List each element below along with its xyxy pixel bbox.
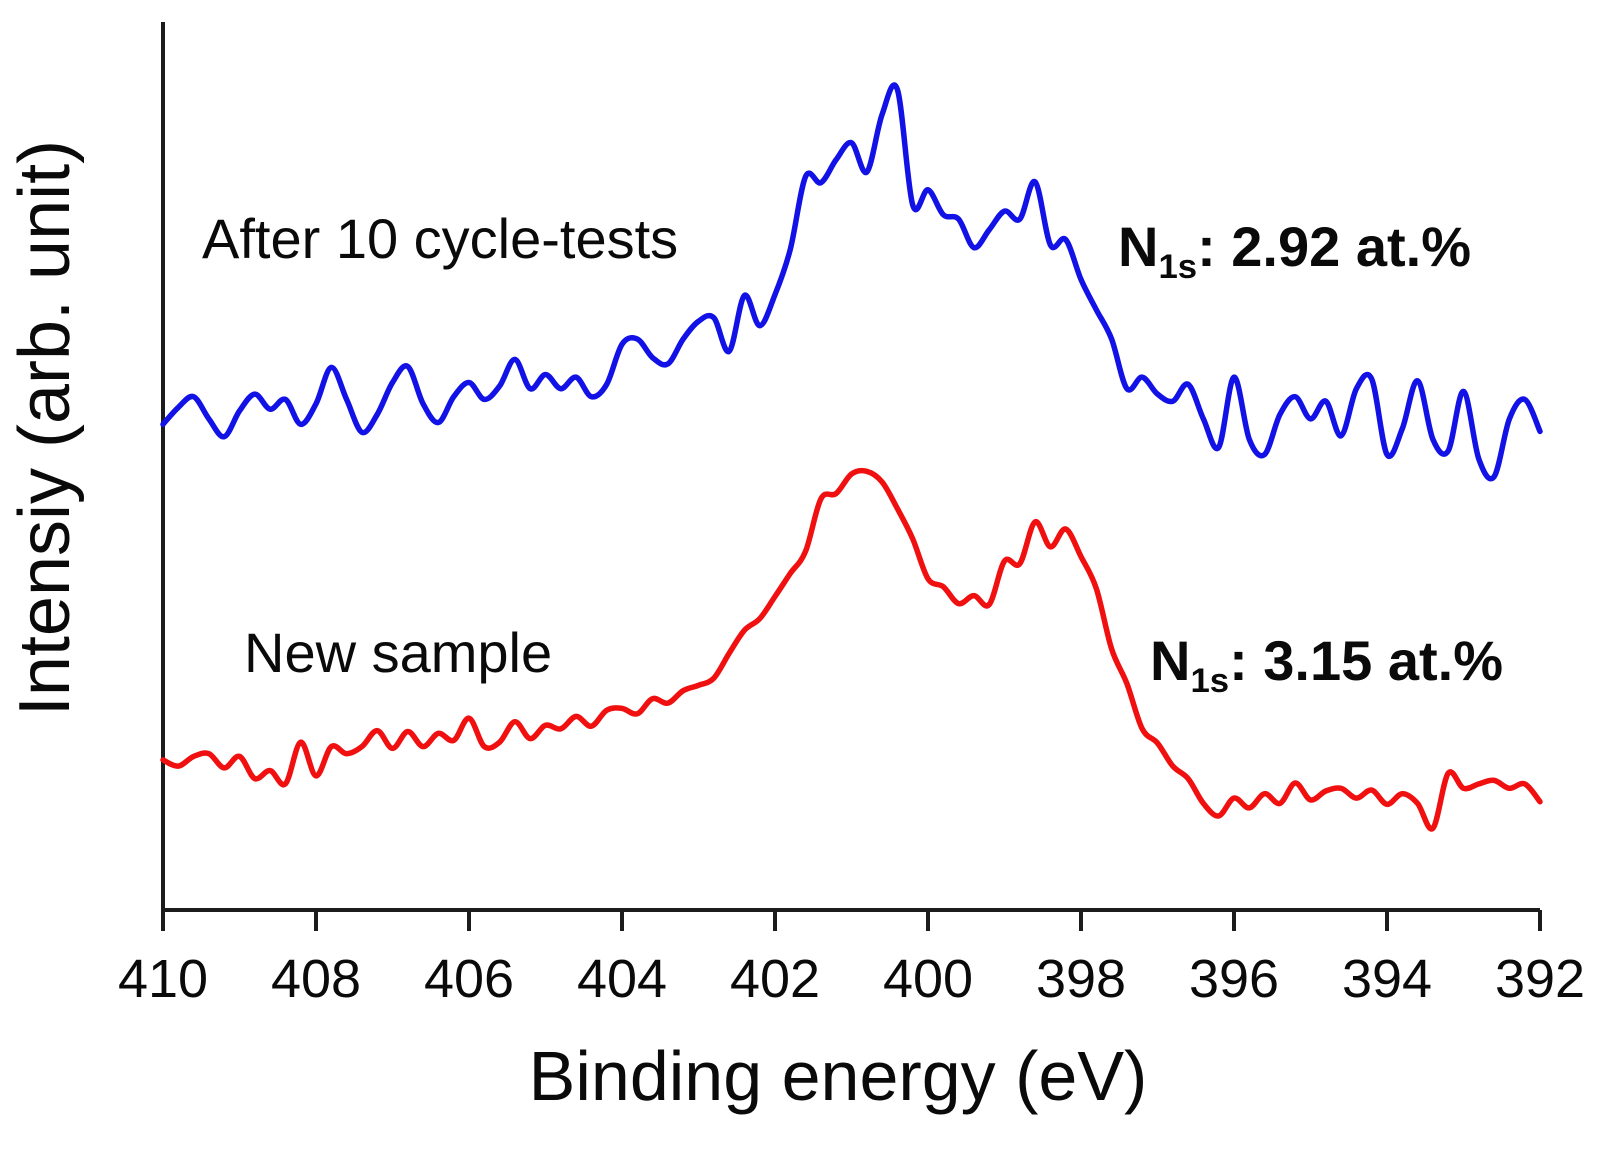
element-subscript: 1s <box>1158 248 1198 287</box>
annotation-value: : 2.92 at.% <box>1197 215 1471 278</box>
series-label-after-cycles: After 10 cycle-tests <box>202 207 679 270</box>
x-axis-title: Binding energy (eV) <box>528 1037 1148 1115</box>
annotation-value: : 3.15 at.% <box>1229 629 1503 692</box>
x-tick-label: 398 <box>1035 949 1127 1009</box>
x-tick-label: 392 <box>1494 949 1586 1009</box>
x-tick-label: 406 <box>423 949 515 1009</box>
n1s-annotation-after-cycles: N1s: 2.92 at.% <box>1118 214 1471 285</box>
n1s-annotation-new-sample: N1s: 3.15 at.% <box>1150 628 1503 699</box>
x-tick-label: 402 <box>729 949 821 1009</box>
x-tick-label: 408 <box>270 949 362 1009</box>
series-line-after-10-cycle-tests <box>160 82 1543 482</box>
x-tick-label: 400 <box>882 949 974 1009</box>
x-tick-label: 396 <box>1188 949 1280 1009</box>
element-subscript: 1s <box>1190 662 1230 701</box>
x-tick-label: 410 <box>117 949 209 1009</box>
x-tick-label: 404 <box>576 949 668 1009</box>
axis-lines <box>161 22 1540 912</box>
y-axis-title: Intensiy (arb. unit) <box>5 139 85 717</box>
series-label-new-sample: New sample <box>244 621 553 684</box>
series-line-new-sample <box>160 467 1543 832</box>
element-symbol: N <box>1150 629 1191 692</box>
x-tick-label: 394 <box>1341 949 1433 1009</box>
element-symbol: N <box>1118 215 1159 278</box>
